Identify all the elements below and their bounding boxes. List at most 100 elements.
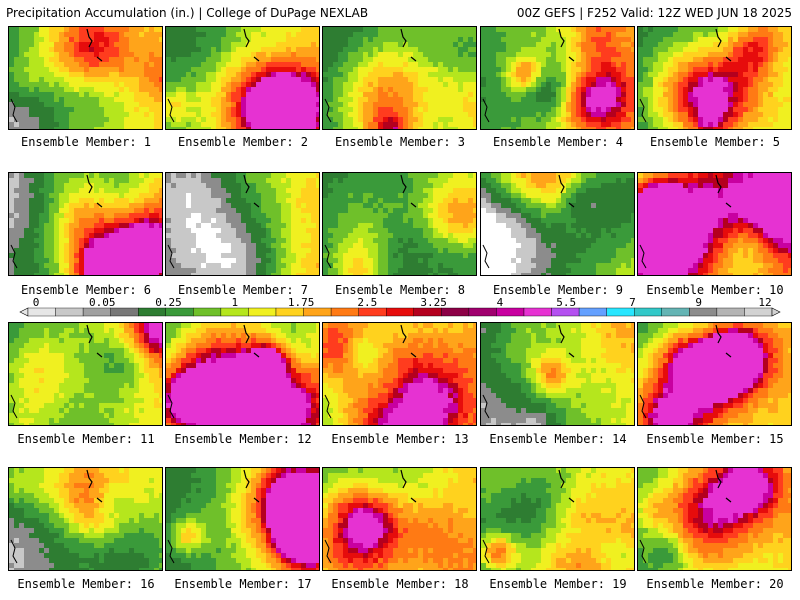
member-caption: Ensemble Member: 13 [331, 432, 469, 446]
member-map-panel [8, 172, 163, 276]
coastline [482, 539, 490, 564]
coastline [243, 324, 260, 358]
member-map-panel [165, 172, 320, 276]
member-caption: Ensemble Member: 14 [489, 432, 627, 446]
coastline [10, 98, 18, 123]
member-caption: Ensemble Member: 5 [649, 135, 781, 149]
colorbar-segment [138, 307, 166, 317]
precip-field [638, 323, 791, 425]
colorbar-segment [55, 307, 84, 317]
coastline [243, 469, 260, 503]
colorbar-tick-label: 4 [497, 296, 504, 309]
precip-field [638, 468, 791, 570]
member-caption: Ensemble Member: 10 [646, 283, 784, 297]
colorbar-segment [634, 307, 662, 317]
precip-field [323, 468, 476, 570]
member-caption: Ensemble Member: 1 [20, 135, 152, 149]
member-caption: Ensemble Member: 19 [489, 577, 627, 591]
coastline [243, 28, 260, 62]
colorbar-segment [303, 307, 332, 317]
coastline [10, 394, 18, 419]
colorbar-segment [551, 307, 580, 317]
precip-field [166, 27, 319, 129]
member-map-panel [637, 26, 792, 130]
coastline [715, 28, 732, 62]
coastline [167, 244, 175, 269]
member-caption: Ensemble Member: 7 [177, 283, 309, 297]
coastline [10, 244, 18, 269]
member-map-panel [637, 322, 792, 426]
coastline [167, 539, 175, 564]
colorbar-segment [220, 307, 249, 317]
precip-field [323, 323, 476, 425]
colorbar-segment [661, 307, 690, 317]
coastline [482, 98, 490, 123]
member-map-panel [165, 322, 320, 426]
colorbar-tick-label: 0.25 [155, 296, 182, 309]
member-map-panel [165, 26, 320, 130]
colorbar-segment [386, 307, 414, 317]
coastline [639, 98, 647, 123]
precip-field [9, 468, 162, 570]
member-map-panel [322, 172, 477, 276]
coastline [639, 244, 647, 269]
coastline [86, 174, 103, 208]
coastline [86, 324, 103, 358]
member-map-panel [322, 322, 477, 426]
coastline [324, 394, 332, 419]
precip-field [166, 173, 319, 275]
member-map-panel [8, 322, 163, 426]
coastline [324, 539, 332, 564]
colorbar-arrow-left [19, 307, 29, 317]
member-caption: Ensemble Member: 12 [174, 432, 312, 446]
colorbar-arrow-right [771, 307, 781, 317]
coastline [482, 394, 490, 419]
colorbar-tick-label: 1.75 [288, 296, 315, 309]
precip-field [9, 323, 162, 425]
member-caption: Ensemble Member: 16 [17, 577, 155, 591]
precip-field [9, 27, 162, 129]
coastline [558, 469, 575, 503]
member-caption: Ensemble Member: 8 [334, 283, 466, 297]
coastline [715, 324, 732, 358]
precip-field [481, 173, 634, 275]
member-map-panel [8, 467, 163, 571]
coastline [86, 28, 103, 62]
colorbar-segment [358, 307, 387, 317]
precip-field [481, 468, 634, 570]
colorbar-segment [523, 307, 552, 317]
coastline [324, 98, 332, 123]
member-map-panel [165, 467, 320, 571]
coastline [558, 28, 575, 62]
colorbar-segment [330, 307, 359, 317]
coastline [86, 469, 103, 503]
member-caption: Ensemble Member: 9 [492, 283, 624, 297]
precip-field [638, 27, 791, 129]
coastline [558, 324, 575, 358]
colorbar-segment [275, 307, 304, 317]
run-valid-time: 00Z GEFS | F252 Valid: 12Z WED JUN 18 20… [516, 6, 792, 20]
precip-field [481, 27, 634, 129]
precip-colorbar: 0 0.05 0.25 1 1.75 2.5 3.25 4 5.5 7 9 12 [19, 296, 781, 317]
colorbar-segment [413, 307, 442, 317]
colorbar-segment [606, 307, 635, 317]
member-caption: Ensemble Member: 20 [646, 577, 784, 591]
member-map-panel [322, 26, 477, 130]
member-caption: Ensemble Member: 6 [20, 283, 152, 297]
colorbar-tick-label: 7 [629, 296, 636, 309]
colorbar-segment [716, 307, 745, 317]
colorbar-segment [441, 307, 470, 317]
colorbar-tick-label: 1 [232, 296, 239, 309]
colorbar-segment [193, 307, 222, 317]
precip-field [323, 27, 476, 129]
colorbar-segment [468, 307, 497, 317]
member-caption: Ensemble Member: 17 [174, 577, 312, 591]
colorbar-segment [744, 307, 773, 317]
colorbar-tick-label: 9 [695, 296, 702, 309]
colorbar-tick-label: 0 [33, 296, 40, 309]
colorbar-segment [27, 307, 56, 317]
member-caption: Ensemble Member: 3 [334, 135, 466, 149]
coastline [167, 98, 175, 123]
member-map-panel [322, 467, 477, 571]
colorbar-segment [578, 307, 607, 317]
